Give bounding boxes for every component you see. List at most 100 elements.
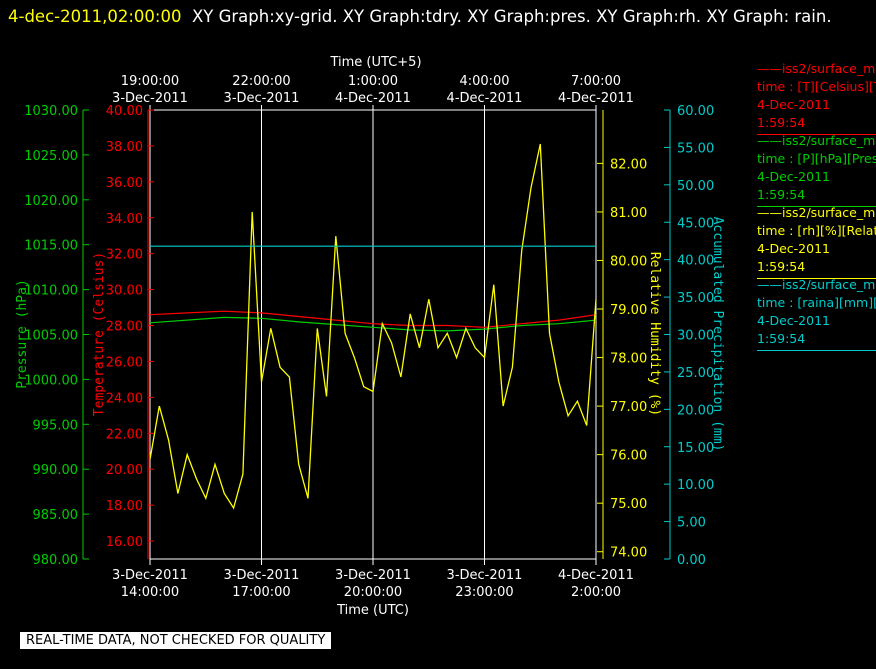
temperature-axis-title: Temperature (Celsius) [92, 252, 107, 416]
x-top-tick-label: 19:00:00 [121, 74, 179, 89]
legend-detail: time : [raina][mm][A [757, 295, 876, 310]
chart-title: 4-dec-2011,02:00:00 XY Graph:xy-grid. XY… [8, 2, 868, 31]
x-bottom-tick-label: 3-Dec-2011 [335, 568, 411, 583]
rh-tick-label: 76.00 [610, 449, 647, 464]
x-top-tick-label: 7:00:00 [571, 74, 621, 89]
legend-time: 1:59:54 [757, 331, 806, 346]
series-line-pressure [149, 316, 597, 332]
title-text: XY Graph:xy-grid. XY Graph:tdry. XY Grap… [191, 7, 832, 26]
rain-tick-label: 55.00 [677, 141, 714, 156]
x-top-tick-label: 22:00:00 [232, 74, 290, 89]
legend-separator [757, 350, 876, 351]
x-top-tick-label: 3-Dec-2011 [224, 91, 300, 106]
rain-tick-label: 30.00 [677, 329, 714, 344]
pressure-tick-label: 1025.00 [24, 149, 78, 164]
x-bottom-tick-label: 4-Dec-2011 [558, 568, 634, 583]
x-bottom-axis-label: Time (UTC) [336, 603, 409, 618]
x-bottom-tick-label: 14:00:00 [121, 585, 179, 600]
temperature-tick-label: 22.00 [106, 427, 143, 442]
pressure-tick-label: 995.00 [33, 418, 79, 433]
rh-tick-label: 82.00 [610, 157, 647, 172]
legend-date: 4-Dec-2011 [757, 313, 830, 328]
temperature-tick-label: 32.00 [106, 248, 143, 263]
pressure-axis-title: Pressure (hPa) [15, 279, 30, 389]
legend-series-name: ——iss2/surface_me [757, 133, 876, 148]
legend-series-name: ——iss2/surface_me [757, 205, 876, 220]
pressure-tick-label: 1015.00 [24, 239, 78, 254]
rain-tick-label: 40.00 [677, 254, 714, 269]
pressure-tick-label: 1020.00 [24, 194, 78, 209]
x-top-tick-label: 4:00:00 [459, 74, 509, 89]
temperature-tick-label: 30.00 [106, 284, 143, 299]
title-timestamp: 4-dec-2011,02:00:00 [8, 7, 182, 26]
legend-date: 4-Dec-2011 [757, 169, 830, 184]
x-bottom-tick-label: 2:00:00 [571, 585, 621, 600]
x-top-tick-label: 4-Dec-2011 [447, 91, 523, 106]
temperature-tick-label: 20.00 [106, 463, 143, 478]
temperature-tick-label: 18.00 [106, 499, 143, 514]
x-bottom-tick-label: 23:00:00 [455, 585, 513, 600]
legend-entry: ——iss2/surface_me time : [T][Celsius][T 4-… [757, 60, 876, 135]
x-bottom-tick-label: 17:00:00 [232, 585, 290, 600]
legend-detail: time : [T][Celsius][T [757, 79, 876, 94]
legend-date: 4-Dec-2011 [757, 97, 830, 112]
legend-detail: time : [P][hPa][Pres [757, 151, 876, 166]
rh-tick-label: 77.00 [610, 400, 647, 415]
rh-tick-label: 74.00 [610, 546, 647, 561]
rain-tick-label: 25.00 [677, 366, 714, 381]
rain-tick-label: 45.00 [677, 216, 714, 231]
temperature-tick-label: 36.00 [106, 176, 143, 191]
rain-tick-label: 35.00 [677, 291, 714, 306]
rain-tick-label: 5.00 [677, 516, 706, 531]
temperature-tick-label: 26.00 [106, 355, 143, 370]
legend-separator [757, 134, 876, 135]
x-top-tick-label: 1:00:00 [348, 74, 398, 89]
pressure-tick-label: 985.00 [33, 508, 79, 523]
rain-tick-label: 10.00 [677, 478, 714, 493]
x-bottom-tick-label: 20:00:00 [344, 585, 402, 600]
rain-tick-label: 60.00 [677, 104, 714, 119]
rh-tick-label: 80.00 [610, 254, 647, 269]
temperature-tick-label: 28.00 [106, 320, 143, 335]
temperature-tick-label: 38.00 [106, 140, 143, 155]
temperature-tick-label: 40.00 [106, 104, 143, 119]
pressure-tick-label: 1000.00 [24, 373, 78, 388]
x-bottom-tick-label: 3-Dec-2011 [447, 568, 523, 583]
legend-time: 1:59:54 [757, 187, 806, 202]
legend-separator [757, 278, 876, 279]
x-top-tick-label: 4-Dec-2011 [335, 91, 411, 106]
rain-axis-title: Accumulated Precipitation (mm) [710, 217, 725, 452]
series-line-rh [149, 143, 597, 510]
rh-tick-label: 78.00 [610, 352, 647, 367]
legend-date: 4-Dec-2011 [757, 241, 830, 256]
x-bottom-tick-label: 3-Dec-2011 [112, 568, 188, 583]
rh-tick-label: 79.00 [610, 303, 647, 318]
rain-tick-label: 50.00 [677, 179, 714, 194]
legend-detail: time : [rh][%][Relati [757, 223, 876, 238]
pressure-tick-label: 1030.00 [24, 104, 78, 119]
temperature-tick-label: 16.00 [106, 535, 143, 550]
temperature-tick-label: 34.00 [106, 212, 143, 227]
rain-tick-label: 15.00 [677, 441, 714, 456]
rh-tick-label: 81.00 [610, 206, 647, 221]
pressure-tick-label: 990.00 [33, 463, 79, 478]
x-top-tick-label: 3-Dec-2011 [112, 91, 188, 106]
x-bottom-tick-label: 3-Dec-2011 [224, 568, 300, 583]
x-top-tick-label: 4-Dec-2011 [558, 91, 634, 106]
legend-separator [757, 206, 876, 207]
legend-time: 1:59:54 [757, 259, 806, 274]
series-line-temperature [149, 310, 597, 328]
x-top-axis-label: Time (UTC+5) [329, 55, 421, 70]
pressure-tick-label: 1005.00 [24, 329, 78, 344]
pressure-tick-label: 1010.00 [24, 284, 78, 299]
temperature-tick-label: 24.00 [106, 391, 143, 406]
rain-tick-label: 20.00 [677, 403, 714, 418]
legend-series-name: ——iss2/surface_me [757, 277, 876, 292]
pressure-tick-label: 980.00 [33, 553, 79, 568]
quality-note: REAL-TIME DATA, NOT CHECKED FOR QUALITY [20, 632, 332, 649]
rh-tick-label: 75.00 [610, 497, 647, 512]
